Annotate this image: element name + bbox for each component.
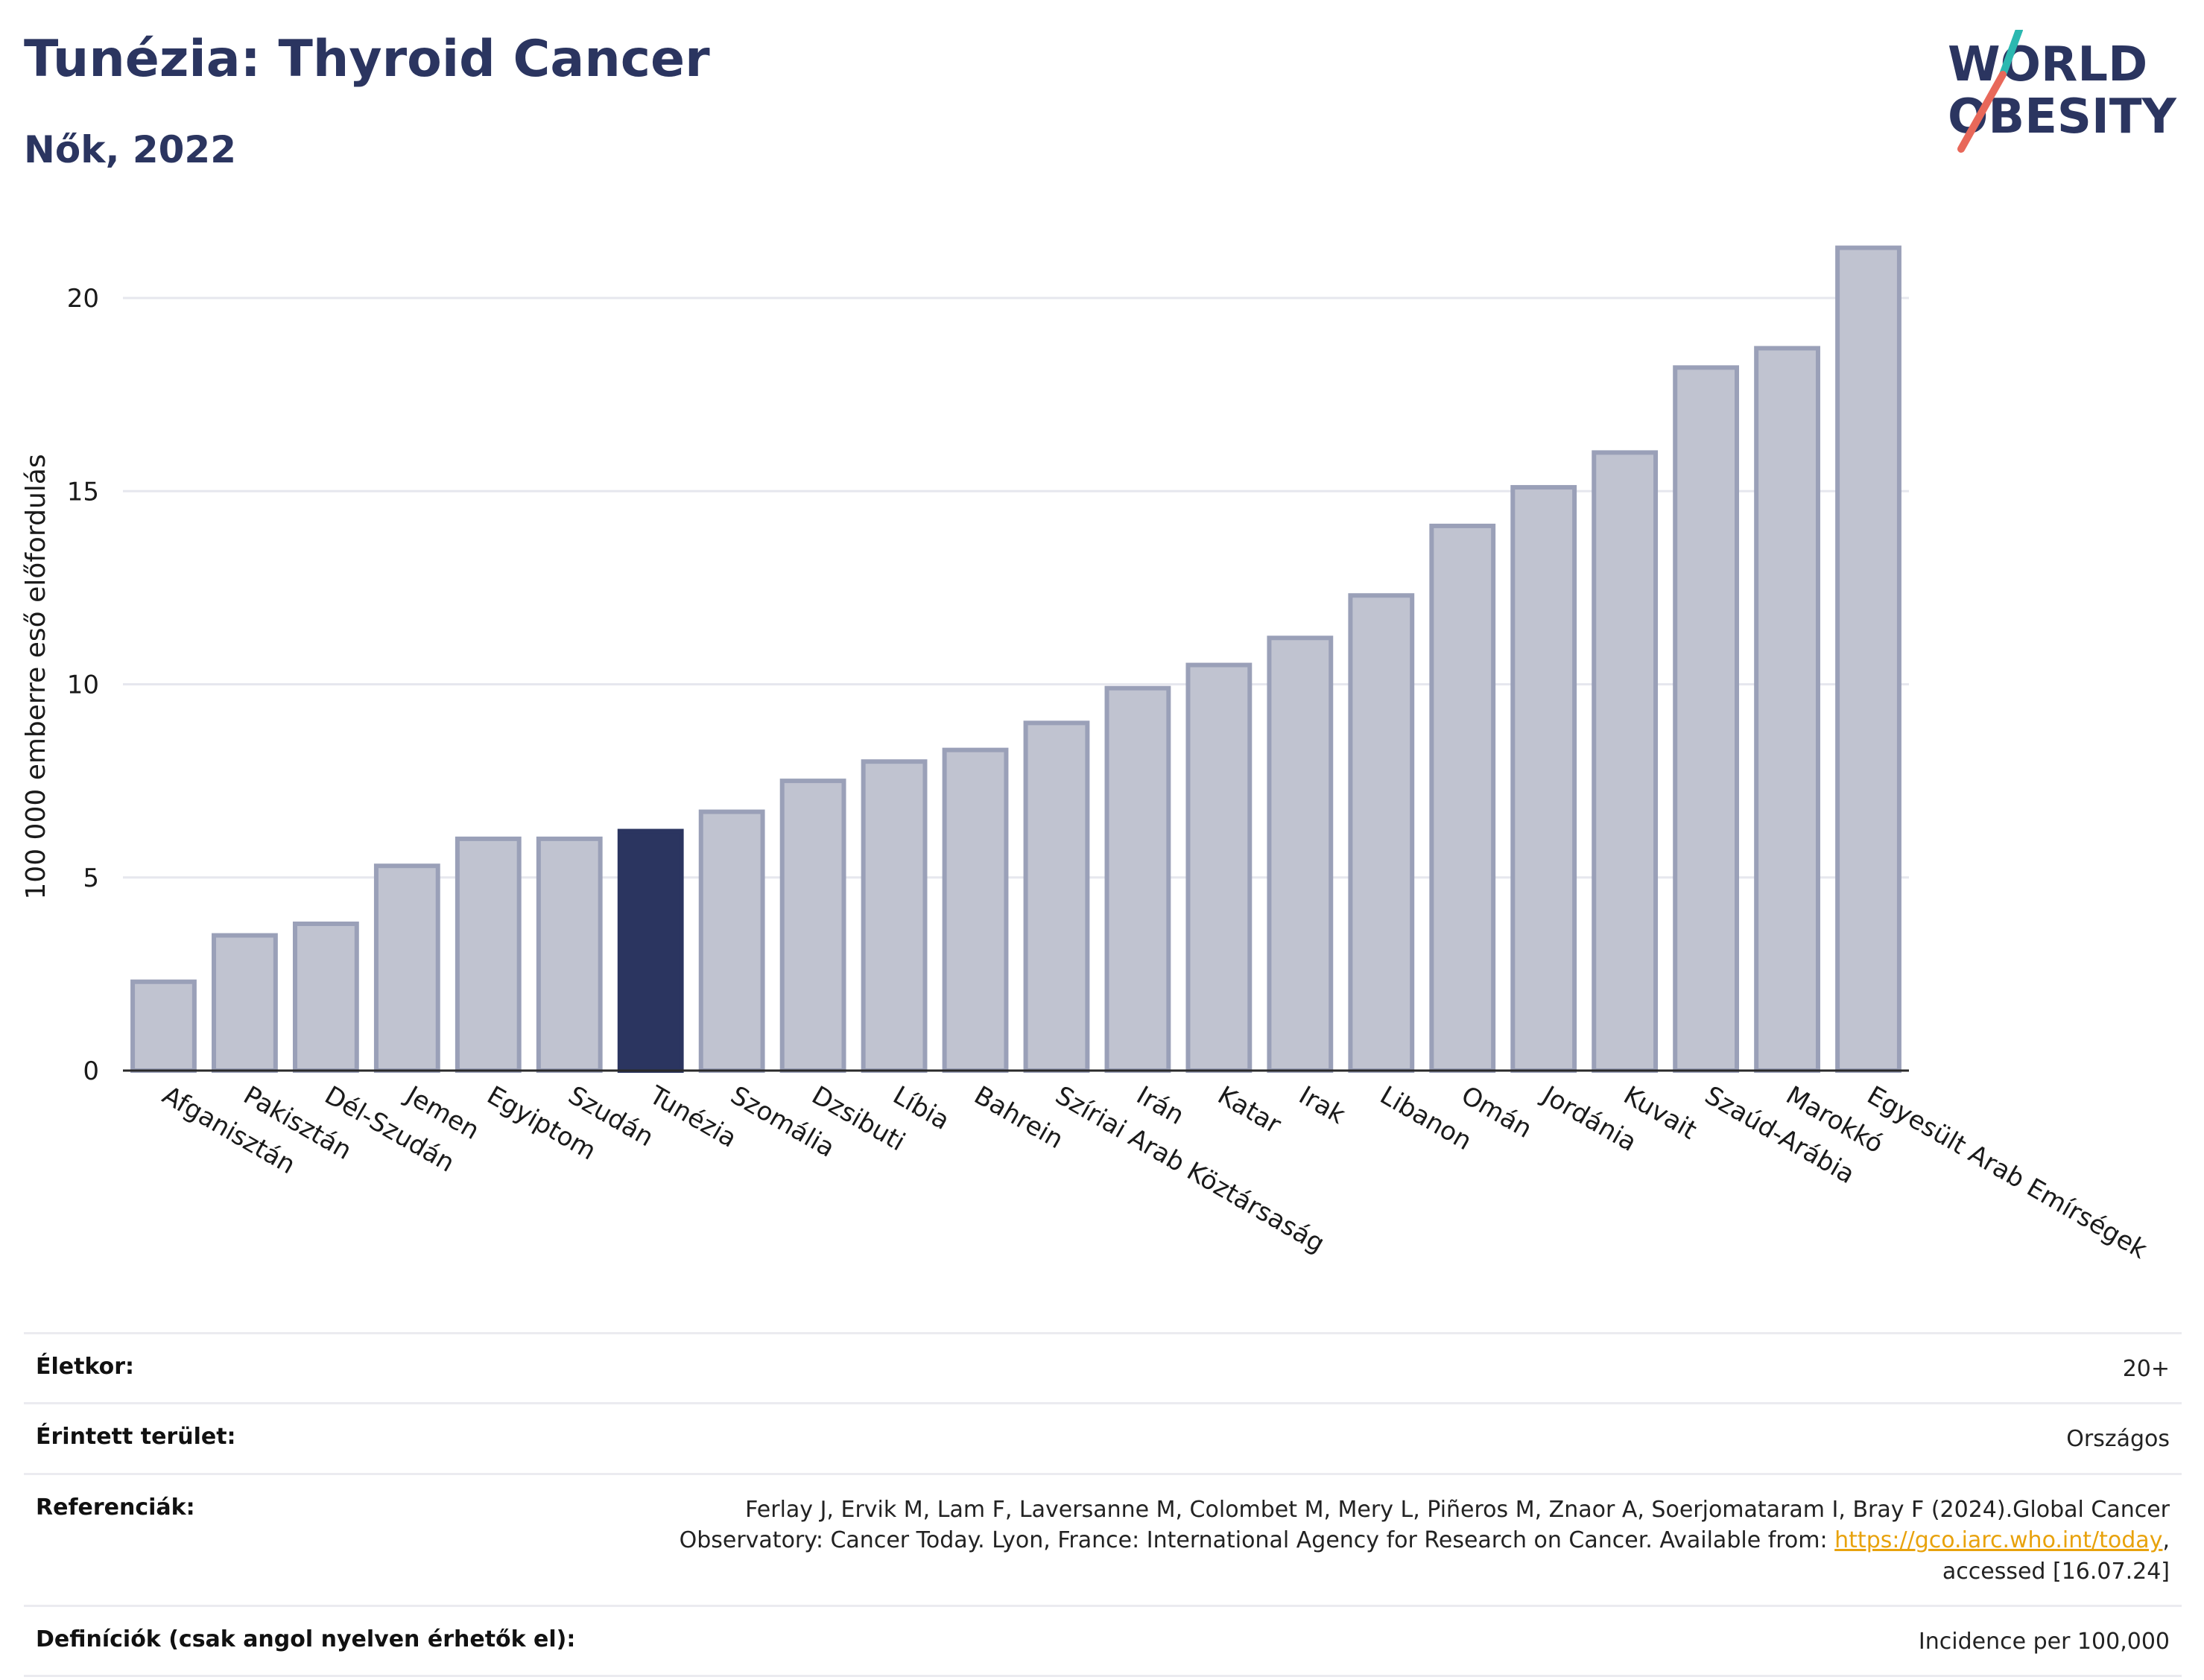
world-obesity-logo: WORLD OBESITY bbox=[1948, 30, 2176, 153]
bar bbox=[1429, 523, 1496, 1073]
meta-row-age: Életkor: 20+ bbox=[24, 1332, 2182, 1402]
bar bbox=[292, 921, 359, 1073]
y-tick-label: 20 bbox=[67, 284, 99, 314]
bar bbox=[1023, 720, 1090, 1073]
chart-title: Tunézia: Thyroid Cancer bbox=[24, 30, 710, 89]
y-tick-label: 15 bbox=[67, 477, 99, 507]
bar bbox=[779, 779, 846, 1073]
logo-line-1: WORLD bbox=[1948, 37, 2147, 92]
bar bbox=[212, 933, 278, 1074]
reference-accessed: , accessed [16.07.24] bbox=[1942, 1527, 2170, 1585]
x-tick-label: Irak bbox=[1293, 1080, 1350, 1130]
meta-row-references: Referenciák: Ferlay J, Ervik M, Lam F, L… bbox=[24, 1472, 2182, 1605]
x-tick-label: Szíriai Arab Köztársaság bbox=[1050, 1080, 1329, 1259]
metadata-table: Életkor: 20+ Érintett terület: Országos … bbox=[24, 1332, 2182, 1678]
bar bbox=[1267, 635, 1334, 1073]
y-tick-labels: 0 5 10 15 20 bbox=[67, 284, 99, 1086]
logo-slash-bottom bbox=[1957, 71, 2007, 153]
bar-highlighted bbox=[617, 828, 684, 1074]
meta-value-references: Ferlay J, Ervik M, Lam F, Laversanne M, … bbox=[650, 1494, 2170, 1587]
logo-slash-top bbox=[1999, 30, 2023, 78]
meta-value-definitions: Incidence per 100,000 bbox=[1918, 1628, 2170, 1655]
bar bbox=[373, 863, 440, 1073]
meta-row-area: Érintett terület: Országos bbox=[24, 1402, 2182, 1472]
meta-label-references: Referenciák: bbox=[36, 1494, 195, 1521]
bar bbox=[130, 979, 197, 1073]
bars bbox=[130, 245, 1901, 1074]
x-tick-label: Tunézia bbox=[644, 1080, 742, 1154]
x-tick-label: Bahrein bbox=[969, 1080, 1068, 1155]
meta-value-area: Országos bbox=[2066, 1426, 2170, 1453]
bar bbox=[1673, 365, 1740, 1073]
meta-label-definitions: Definíciók (csak angol nyelven érhetők e… bbox=[36, 1626, 576, 1652]
chart-subtitle: Nők, 2022 bbox=[24, 128, 237, 171]
reference-link[interactable]: https://gco.iarc.who.int/today bbox=[1834, 1527, 2163, 1554]
bar bbox=[1835, 245, 1901, 1074]
bar bbox=[698, 809, 765, 1073]
bar-chart: 0 5 10 15 20 AfganisztánPakisztánDél-SzudánJ… bbox=[21, 245, 2152, 1265]
x-tick-label: Libanon bbox=[1375, 1080, 1477, 1156]
x-tick-label: Jordánia bbox=[1536, 1080, 1641, 1158]
meta-row-definitions: Definíciók (csak angol nyelven érhetők e… bbox=[24, 1604, 2182, 1678]
bar bbox=[861, 759, 928, 1073]
meta-value-age: 20+ bbox=[2122, 1356, 2170, 1382]
bar bbox=[1104, 685, 1171, 1073]
x-tick-label: Egyesült Arab Emírségek bbox=[1862, 1080, 2152, 1265]
bar bbox=[942, 747, 1009, 1074]
bar bbox=[1510, 485, 1577, 1073]
bar bbox=[1185, 662, 1253, 1073]
bar bbox=[536, 836, 603, 1074]
bar bbox=[1592, 450, 1659, 1073]
meta-label-age: Életkor: bbox=[36, 1354, 135, 1380]
x-tick-labels: AfganisztánPakisztánDél-SzudánJemenEgyip… bbox=[157, 1080, 2152, 1265]
reference-text: Ferlay J, Ervik M, Lam F, Laversanne M, … bbox=[679, 1496, 2170, 1554]
y-tick-label: 10 bbox=[67, 671, 99, 700]
bar bbox=[455, 836, 522, 1074]
y-axis-label: 100 000 emberre eső előfordulás bbox=[21, 454, 51, 899]
meta-label-area: Érintett terület: bbox=[36, 1424, 236, 1451]
x-tick-label: Katar bbox=[1212, 1080, 1286, 1140]
bar bbox=[1348, 593, 1415, 1073]
bar bbox=[1754, 346, 1820, 1073]
y-tick-label: 0 bbox=[83, 1056, 99, 1086]
y-tick-label: 5 bbox=[83, 863, 99, 893]
